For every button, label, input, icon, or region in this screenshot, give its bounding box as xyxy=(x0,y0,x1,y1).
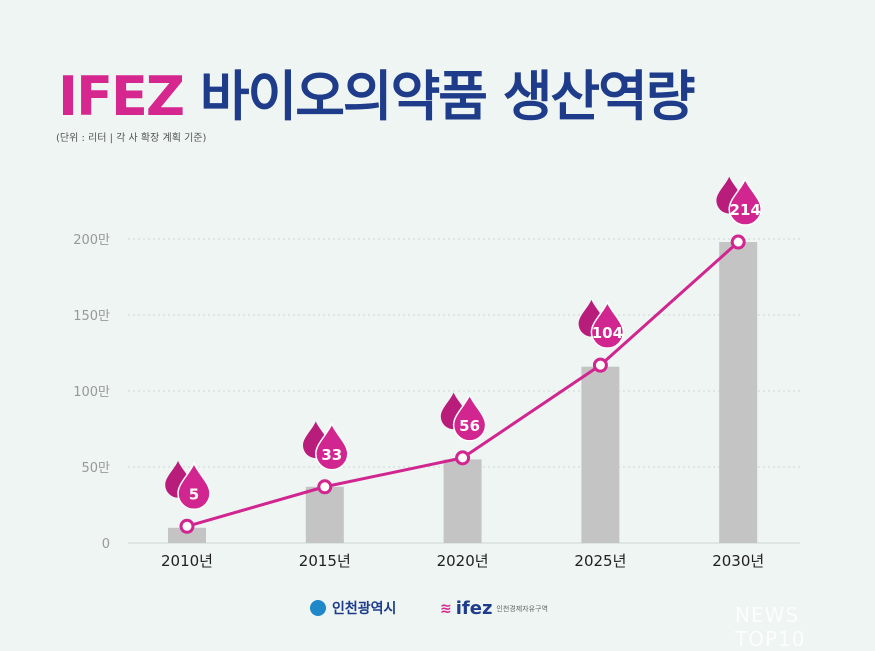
incheon-logo-text: 인천광역시 xyxy=(332,601,397,617)
drop-icon xyxy=(452,392,487,442)
y-tick-label: 0 xyxy=(102,537,110,552)
ifez-logo: ≋ ifez 인천경제자유구역 xyxy=(440,598,548,619)
line-point xyxy=(730,234,746,250)
y-tick-label: 200만 xyxy=(73,233,110,248)
data-label: 5 xyxy=(189,485,199,503)
data-label: 104 xyxy=(592,324,623,342)
drop-icon xyxy=(590,300,625,349)
ifez-logo-text: ifez xyxy=(455,598,493,619)
y-tick-label: 100만 xyxy=(73,385,110,400)
ifez-logo-sub: 인천경제자유구역 xyxy=(496,604,548,613)
incheon-emblem-icon xyxy=(310,600,326,616)
line-point xyxy=(179,518,195,534)
data-label: 56 xyxy=(459,417,480,435)
bar xyxy=(305,486,344,543)
y-tick-label: 50만 xyxy=(81,461,110,476)
data-label: 214 xyxy=(730,201,761,219)
bar xyxy=(168,527,206,543)
x-tick-label: 2010년 xyxy=(161,552,213,570)
watermark: NEWS TOP10 xyxy=(735,603,806,651)
x-tick-label: 2025년 xyxy=(574,552,626,570)
incheon-logo: 인천광역시 xyxy=(310,598,396,618)
x-tick-label: 2015년 xyxy=(299,552,351,570)
drop-icon xyxy=(728,177,762,226)
ifez-wave-icon: ≋ xyxy=(440,600,452,617)
y-tick-label: 150만 xyxy=(73,309,110,324)
title-main: 바이오의약품 생산역량 xyxy=(199,65,696,128)
title-highlight: IFEZ xyxy=(58,65,185,128)
x-tick-label: 2020년 xyxy=(437,552,489,570)
line-point xyxy=(455,450,471,466)
chart-subtitle: (단위 : 리터 | 각 사 확장 계획 기준) xyxy=(56,133,207,144)
x-tick-label: 2030년 xyxy=(712,552,764,570)
data-label: 33 xyxy=(321,446,342,464)
drop-icon xyxy=(177,461,211,511)
bar xyxy=(719,242,758,544)
line-point xyxy=(317,479,333,495)
drop-icon xyxy=(315,421,349,471)
chart-title: IFEZ 바이오의약품 생산역량 xyxy=(58,52,696,131)
line-point xyxy=(592,357,608,373)
bar xyxy=(443,459,482,543)
bar xyxy=(581,366,620,543)
